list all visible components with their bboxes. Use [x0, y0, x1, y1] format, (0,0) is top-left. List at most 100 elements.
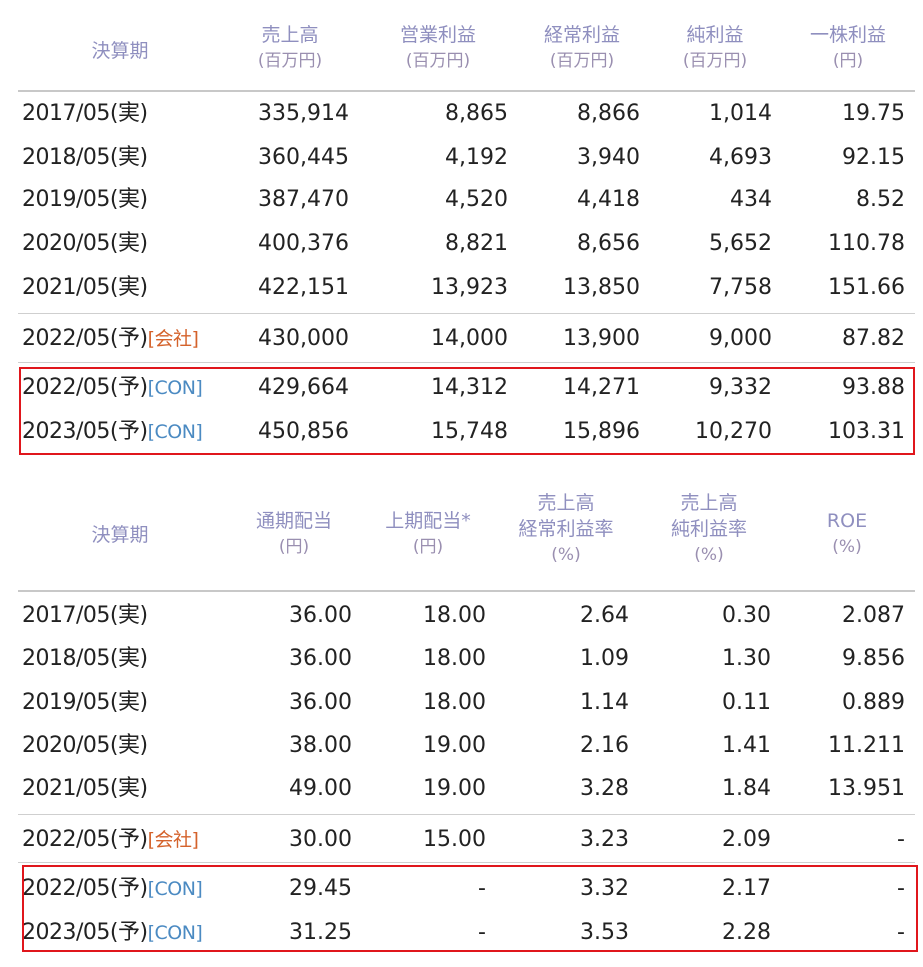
t1-header-ordinary-profit: 経常利益 (百万円)	[543, 24, 620, 71]
period-text: 2020/05(実)	[22, 231, 148, 256]
value-cell: 5,652	[709, 231, 772, 256]
value-cell: 13,850	[563, 275, 640, 300]
value-cell: 7,758	[709, 275, 772, 300]
t1-divider-forecast	[18, 313, 915, 314]
period-label: 2018/05(実)	[22, 637, 148, 681]
value-cell: 0.11	[722, 690, 771, 715]
value-cell: 14,000	[431, 326, 508, 351]
period-text: 2023/05(予)	[22, 920, 148, 945]
period-label: 2017/05(実)	[22, 594, 148, 638]
value-cell: 36.00	[289, 646, 352, 671]
value-cell: 36.00	[289, 690, 352, 715]
value-cell: 9,000	[709, 326, 772, 351]
value-cell: -	[478, 876, 486, 901]
value-cell: 18.00	[423, 603, 486, 628]
table-row: 2022/05(予)[会社] 430,000 14,000 13,900 9,000 87…	[0, 317, 923, 361]
table-row: 2021/05(実) 422,151 13,923 13,850 7,758 151.66	[0, 266, 923, 310]
value-cell: 31.25	[289, 920, 352, 945]
value-cell: 18.00	[423, 690, 486, 715]
period-text: 2021/05(実)	[22, 776, 148, 801]
value-cell: 400,376	[258, 231, 349, 256]
consensus-tag: [CON]	[147, 421, 203, 443]
period-text: 2018/05(実)	[22, 145, 148, 170]
value-cell: 13,923	[431, 275, 508, 300]
value-cell: 8,865	[445, 101, 508, 126]
value-cell: 450,856	[258, 419, 349, 444]
consensus-tag: [CON]	[147, 878, 203, 900]
period-label: 2022/05(予)[CON]	[22, 867, 203, 911]
period-label: 2020/05(実)	[22, 724, 148, 768]
t2-divider-consensus	[18, 862, 915, 863]
t2-header-ordinary-margin: 売上高 経常利益率 (%)	[518, 492, 614, 565]
value-cell: 387,470	[258, 187, 349, 212]
value-cell: 8.52	[856, 187, 905, 212]
value-cell: 1.84	[722, 776, 771, 801]
value-cell: 11.211	[828, 733, 905, 758]
value-cell: 14,312	[431, 375, 508, 400]
value-cell: 10,270	[695, 419, 772, 444]
table-row: 2018/05(実) 36.00 18.00 1.09 1.30 9.856	[0, 637, 923, 681]
value-cell: 92.15	[842, 145, 905, 170]
value-cell: 3.32	[580, 876, 629, 901]
value-cell: -	[897, 827, 905, 852]
value-cell: 9,332	[709, 375, 772, 400]
value-cell: 8,821	[445, 231, 508, 256]
t1-header-period: 決算期	[91, 40, 149, 62]
value-cell: 13,900	[563, 326, 640, 351]
value-cell: 4,192	[445, 145, 508, 170]
value-cell: 4,520	[445, 187, 508, 212]
period-label: 2019/05(実)	[22, 681, 148, 725]
table-row: 2023/05(予)[CON] 31.25 - 3.53 2.28 -	[0, 911, 923, 955]
value-cell: 38.00	[289, 733, 352, 758]
t1-divider-consensus	[18, 362, 915, 363]
period-label: 2021/05(実)	[22, 266, 148, 310]
value-cell: 29.45	[289, 876, 352, 901]
table-row: 2022/05(予)[CON] 29.45 - 3.32 2.17 -	[0, 867, 923, 911]
period-text: 2022/05(予)	[22, 827, 148, 852]
period-text: 2018/05(実)	[22, 646, 148, 671]
value-cell: 3.23	[580, 827, 629, 852]
value-cell: 103.31	[828, 419, 905, 444]
value-cell: -	[478, 920, 486, 945]
t1-header-operating-profit: 営業利益 (百万円)	[399, 24, 476, 71]
value-cell: 36.00	[289, 603, 352, 628]
table-row: 2020/05(実) 400,376 8,821 8,656 5,652 110.78	[0, 222, 923, 266]
value-cell: 429,664	[258, 375, 349, 400]
table-row: 2019/05(実) 387,470 4,520 4,418 434 8.52	[0, 178, 923, 222]
value-cell: 19.00	[423, 733, 486, 758]
value-cell: 422,151	[258, 275, 349, 300]
period-text: 2022/05(予)	[22, 326, 148, 351]
table-row: 2019/05(実) 36.00 18.00 1.14 0.11 0.889	[0, 681, 923, 725]
value-cell: 93.88	[842, 375, 905, 400]
period-text: 2017/05(実)	[22, 101, 148, 126]
value-cell: 2.087	[842, 603, 905, 628]
period-text: 2019/05(実)	[22, 187, 148, 212]
consensus-tag: [CON]	[147, 922, 203, 944]
value-cell: 87.82	[842, 326, 905, 351]
period-text: 2021/05(実)	[22, 275, 148, 300]
company-forecast-tag: [会社]	[147, 328, 199, 350]
value-cell: 151.66	[828, 275, 905, 300]
t2-consensus-highlight-box	[22, 865, 918, 952]
table2-header: 決算期 通期配当 (円) 上期配当* (円) 売上高 経常利益率 (%) 売上高…	[0, 488, 923, 588]
period-text: 2020/05(実)	[22, 733, 148, 758]
value-cell: 19.00	[423, 776, 486, 801]
value-cell: 19.75	[842, 101, 905, 126]
period-label: 2020/05(実)	[22, 222, 148, 266]
value-cell: 15,748	[431, 419, 508, 444]
value-cell: 8,656	[577, 231, 640, 256]
t1-consensus-highlight-box	[19, 367, 915, 455]
table-row: 2020/05(実) 38.00 19.00 2.16 1.41 11.211	[0, 724, 923, 768]
period-label: 2022/05(予)[会社]	[22, 818, 199, 862]
period-text: 2022/05(予)	[22, 876, 148, 901]
value-cell: 335,914	[258, 101, 349, 126]
period-label: 2021/05(実)	[22, 767, 148, 811]
value-cell: 15.00	[423, 827, 486, 852]
value-cell: 9.856	[842, 646, 905, 671]
value-cell: 3,940	[577, 145, 640, 170]
period-label: 2022/05(予)[CON]	[22, 366, 203, 410]
value-cell: 2.17	[722, 876, 771, 901]
value-cell: 3.53	[580, 920, 629, 945]
value-cell: 2.64	[580, 603, 629, 628]
value-cell: 2.28	[722, 920, 771, 945]
